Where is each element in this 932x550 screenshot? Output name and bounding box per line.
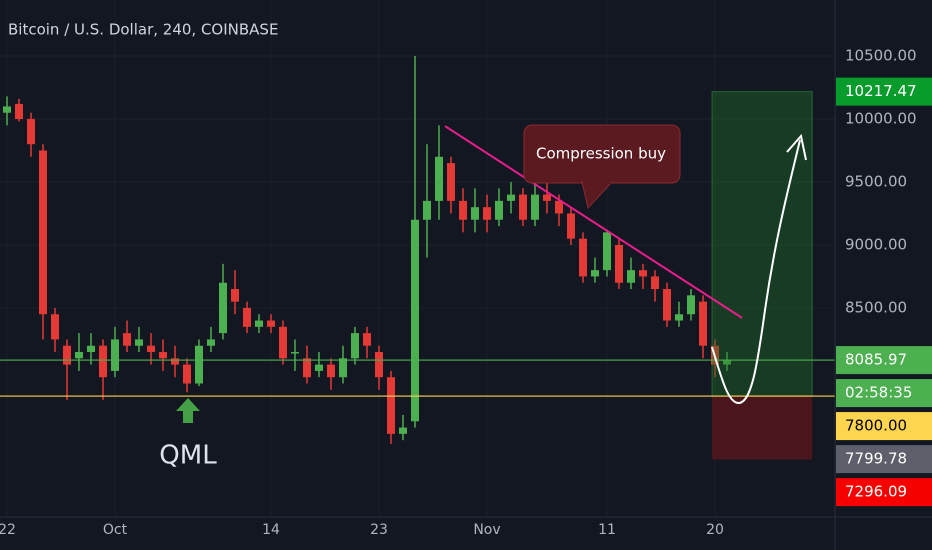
up-arrow [176, 398, 200, 423]
candle-body [146, 345, 155, 353]
candle-body [722, 360, 731, 365]
price-label-box [836, 379, 932, 408]
x-tick-label: 20 [706, 522, 724, 538]
candle-body [134, 339, 143, 346]
candle-body [638, 270, 647, 277]
price-label-box [836, 346, 932, 375]
candle-body [170, 358, 179, 365]
candle-body [86, 345, 95, 353]
price-label: 7296.09 [845, 483, 907, 501]
price-label: 7799.78 [845, 450, 907, 468]
candle-body [458, 200, 467, 220]
candle-body [122, 333, 131, 346]
candle-body [410, 219, 419, 422]
candle-body [338, 358, 347, 378]
candle-body [62, 345, 71, 365]
x-tick-label: 11 [598, 522, 616, 538]
price-label-box [836, 478, 932, 507]
candle-body [506, 194, 515, 201]
candle-body [266, 320, 275, 327]
candle-body [674, 314, 683, 321]
candle-body [14, 103, 23, 120]
candle-body [50, 314, 59, 340]
candle-body [614, 244, 623, 283]
candle-body [554, 200, 563, 214]
candle-body [590, 270, 599, 277]
callout-joint [583, 178, 611, 184]
y-tick-label: 9500.00 [845, 172, 907, 190]
y-tick-label: 10000.00 [845, 110, 917, 128]
candle-body [290, 352, 299, 354]
candle-body [542, 194, 551, 201]
price-label: 8085.97 [845, 351, 907, 369]
candle-body [530, 194, 539, 220]
price-label-box [836, 412, 932, 441]
candle-body [494, 200, 503, 220]
candle-body [398, 427, 407, 434]
candle-body [230, 289, 239, 302]
candle-body [686, 295, 695, 315]
candle-body [26, 119, 35, 145]
candle-body [482, 207, 491, 220]
x-tick-label: 23 [370, 522, 388, 538]
candle-body [194, 345, 203, 384]
candle-body [602, 232, 611, 271]
candle-body [218, 282, 227, 334]
loss-zone [711, 396, 813, 460]
candle-body [662, 289, 671, 321]
candle-body [326, 364, 335, 378]
profit-zone [711, 91, 813, 397]
trendline [444, 125, 743, 319]
price-label-box [836, 445, 932, 474]
candle-body [434, 156, 443, 201]
candle-body [74, 352, 83, 359]
chart-title: Bitcoin / U.S. Dollar, 240, COINBASE [8, 21, 278, 39]
candle-body [362, 333, 371, 346]
candle-body [314, 364, 323, 371]
price-label: 7800.00 [845, 417, 907, 435]
candle-body [566, 213, 575, 239]
candle-body [242, 307, 251, 327]
candle-body [350, 333, 359, 359]
x-tick-label: 14 [262, 522, 280, 538]
price-label: 10217.47 [845, 82, 917, 100]
candle-body [254, 320, 263, 327]
candle-body [110, 339, 119, 371]
candle-body [374, 352, 383, 378]
candle-body [698, 301, 707, 346]
qml-marker: QML [159, 398, 217, 471]
forecast-curve [711, 139, 801, 405]
candle-body [98, 345, 107, 378]
candle-body [158, 352, 167, 359]
candle-body [2, 106, 11, 113]
candle-body [386, 377, 395, 434]
candle-body [278, 326, 287, 359]
x-tick-label: 22 [0, 522, 16, 538]
callout: Compression buy [523, 124, 681, 210]
candle-body [470, 207, 479, 220]
y-tick-label: 8500.00 [845, 298, 907, 316]
x-tick-label: Nov [473, 522, 500, 538]
candle-body [302, 358, 311, 378]
price-label-box [836, 77, 932, 106]
candle-body [650, 276, 659, 290]
candle-body [206, 339, 215, 346]
forecast-arrowhead [786, 133, 807, 161]
x-tick-label: Oct [103, 522, 128, 538]
candle-body [38, 150, 47, 315]
callout-text: Compression buy [536, 145, 666, 163]
candle-body [518, 194, 527, 220]
candle-body [446, 163, 455, 201]
candle-body [422, 200, 431, 220]
y-tick-label: 9000.00 [845, 235, 907, 253]
forecast-arrow [711, 133, 807, 405]
candle-body [626, 270, 635, 283]
candle-body [578, 238, 587, 277]
qml-label: QML [159, 441, 217, 471]
price-label: 02:58:35 [845, 384, 912, 402]
y-tick-label: 10500.00 [845, 47, 917, 65]
candle-body [182, 364, 191, 384]
